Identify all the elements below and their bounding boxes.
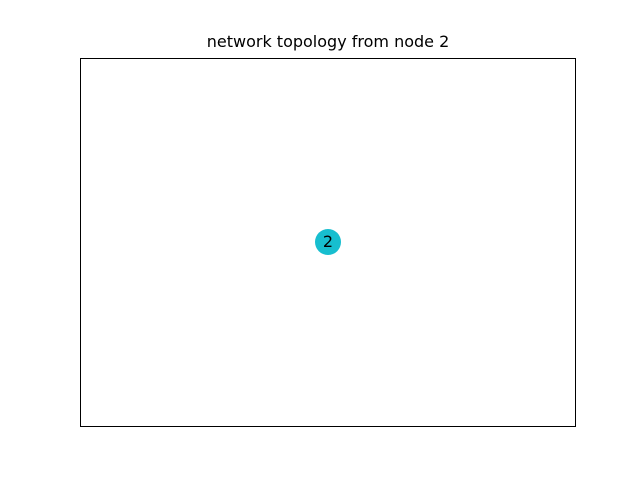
node-label: 2	[322, 232, 334, 251]
figure-title: network topology from node 2	[206, 32, 450, 51]
graph-node: 2	[315, 229, 341, 255]
